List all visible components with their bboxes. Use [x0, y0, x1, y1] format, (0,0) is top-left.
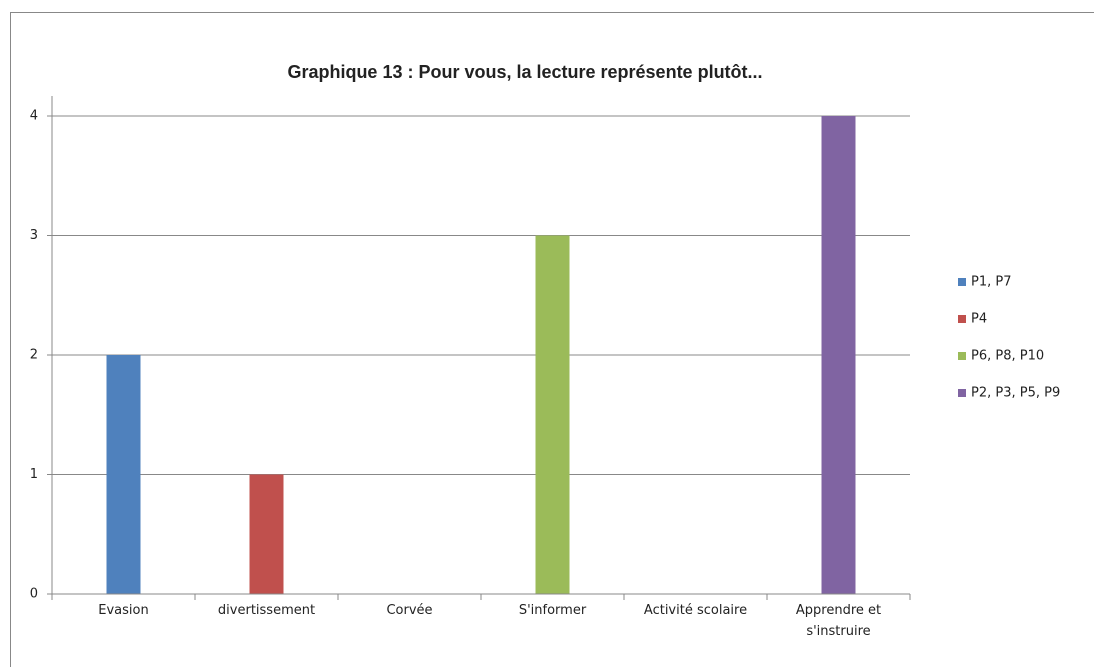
legend-swatch — [958, 352, 966, 360]
y-tick-label: 4 — [30, 109, 38, 124]
legend-label: P6, P8, P10 — [971, 349, 1044, 364]
y-tick-label: 1 — [30, 467, 38, 482]
x-tick-label: Corvée — [386, 603, 433, 618]
legend-swatch — [958, 315, 966, 323]
x-tick-label: Activité scolaire — [643, 603, 748, 618]
bar — [821, 116, 856, 594]
y-tick-label: 0 — [30, 587, 38, 602]
x-tick-label: Apprendre et s'instruire — [795, 603, 882, 639]
chart-title: Graphique 13 : Pour vous, la lecture rep… — [287, 62, 762, 82]
legend-swatch — [958, 389, 966, 397]
bar — [535, 235, 570, 594]
legend-label: P4 — [971, 312, 987, 327]
bar — [106, 355, 141, 594]
y-tick-label: 2 — [30, 348, 38, 363]
legend-swatch — [958, 278, 966, 286]
bar — [249, 474, 284, 594]
x-tick-label: S'informer — [518, 603, 587, 618]
legend-label: P1, P7 — [971, 275, 1012, 290]
x-tick-label: divertissement — [217, 603, 316, 618]
x-tick-label: Evasion — [98, 603, 149, 618]
y-tick-label: 3 — [30, 228, 38, 243]
legend-label: P2, P3, P5, P9 — [971, 386, 1060, 401]
